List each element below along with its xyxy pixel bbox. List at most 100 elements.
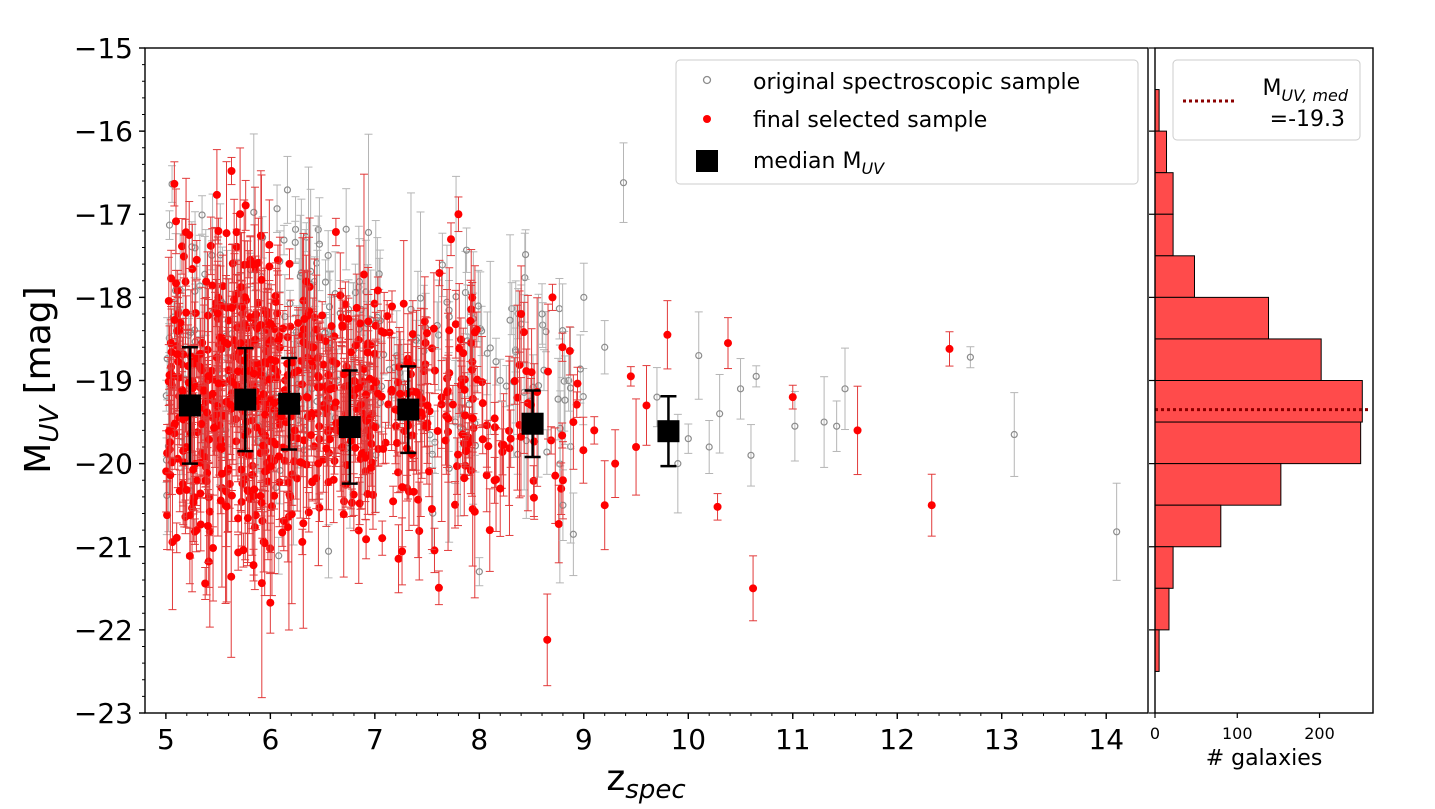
data-point-red bbox=[272, 440, 281, 449]
data-point-red bbox=[306, 431, 315, 440]
data-point-red bbox=[380, 328, 389, 337]
cluster-point-red bbox=[302, 286, 311, 508]
cluster-point-red bbox=[412, 309, 421, 475]
data-point-red bbox=[251, 511, 260, 520]
cluster-point-red bbox=[331, 337, 340, 468]
cluster-point-red bbox=[178, 218, 187, 275]
data-point-red bbox=[208, 281, 217, 290]
data-point-red bbox=[398, 547, 407, 556]
cluster-point-red bbox=[354, 359, 363, 416]
cluster-point-red bbox=[505, 360, 514, 536]
data-point-red bbox=[309, 343, 318, 352]
data-point-red bbox=[250, 485, 259, 494]
data-point-red bbox=[422, 329, 431, 338]
data-point-red bbox=[285, 259, 294, 268]
data-point-red bbox=[224, 464, 233, 473]
cluster-point-red bbox=[266, 343, 275, 376]
data-point-red bbox=[260, 539, 269, 548]
data-point-red bbox=[554, 520, 563, 529]
cluster-point-red bbox=[352, 273, 361, 343]
data-point-red bbox=[283, 370, 292, 379]
cluster-point-gray bbox=[324, 524, 333, 579]
data-point-red bbox=[338, 321, 347, 330]
cluster-point-red bbox=[484, 419, 493, 473]
data-point-gray bbox=[539, 321, 547, 329]
cluster-point-red bbox=[294, 307, 303, 339]
data-point-gray bbox=[521, 250, 530, 259]
cluster-point-red bbox=[357, 397, 366, 510]
data-point-red bbox=[389, 497, 398, 506]
data-point-red bbox=[467, 305, 476, 314]
cluster-point-red bbox=[170, 377, 179, 470]
data-point-red bbox=[178, 242, 187, 251]
cluster-point-red bbox=[222, 161, 231, 306]
cluster-point-red bbox=[423, 364, 432, 447]
data-point-red bbox=[425, 467, 434, 476]
data-point-red bbox=[547, 436, 556, 445]
cluster-point-red bbox=[181, 218, 190, 345]
cluster-point-red bbox=[170, 161, 179, 207]
data-point-red bbox=[240, 293, 249, 302]
data-point-red bbox=[565, 346, 574, 355]
data-point-red bbox=[173, 350, 182, 359]
data-point-red bbox=[394, 468, 403, 477]
cluster-point-red bbox=[318, 301, 327, 330]
cluster-point-gray bbox=[165, 210, 174, 240]
dense-point-clusters bbox=[162, 133, 588, 699]
data-point-red bbox=[300, 315, 309, 324]
data-point-red bbox=[395, 363, 404, 372]
data-point-red bbox=[261, 410, 270, 419]
data-point-gray bbox=[321, 278, 330, 286]
cluster-point-red bbox=[257, 174, 266, 386]
cluster-point-red bbox=[572, 391, 581, 418]
data-point-red bbox=[227, 303, 236, 312]
cluster-point-red bbox=[461, 397, 470, 434]
cluster-point-red bbox=[433, 404, 442, 458]
data-point-gray bbox=[736, 385, 745, 393]
data-point-red bbox=[558, 343, 567, 352]
data-point-red bbox=[274, 336, 283, 345]
data-point-red bbox=[192, 255, 201, 264]
data-point-red bbox=[232, 381, 241, 390]
cluster-point-red bbox=[196, 330, 205, 378]
data-point-red bbox=[478, 378, 487, 387]
data-point-red bbox=[182, 485, 191, 494]
data-point-red bbox=[203, 345, 212, 354]
data-point-red bbox=[213, 309, 222, 318]
data-point-red bbox=[227, 167, 236, 176]
data-point-red bbox=[257, 579, 266, 588]
data-point-red bbox=[222, 229, 231, 238]
data-point-red bbox=[433, 427, 442, 436]
outlier-point-gray bbox=[694, 311, 703, 400]
data-point-red bbox=[466, 316, 475, 325]
data-point-red bbox=[189, 465, 198, 474]
data-point-gray bbox=[280, 236, 288, 244]
cluster-point-gray bbox=[283, 155, 292, 224]
outlier-point-gray bbox=[820, 376, 829, 468]
cluster-point-red bbox=[164, 256, 173, 346]
data-point-red bbox=[293, 474, 302, 483]
data-point-red bbox=[259, 441, 268, 450]
data-point-red bbox=[408, 330, 417, 339]
data-point-red bbox=[351, 443, 360, 452]
cluster-point-red bbox=[213, 260, 222, 367]
cluster-point-red bbox=[460, 372, 469, 408]
data-point-red bbox=[367, 439, 376, 448]
data-point-red bbox=[403, 358, 412, 367]
cluster-point-gray bbox=[461, 250, 470, 335]
data-point-red bbox=[429, 324, 438, 333]
cluster-point-red bbox=[209, 494, 218, 602]
cluster-point-gray bbox=[492, 337, 501, 386]
cluster-point-red bbox=[182, 295, 191, 330]
data-point-red bbox=[318, 311, 327, 320]
data-point-red bbox=[214, 379, 223, 388]
data-point-red bbox=[322, 444, 331, 453]
cluster-point-red bbox=[270, 482, 279, 510]
cluster-point-red bbox=[266, 416, 275, 517]
data-point-red bbox=[248, 470, 257, 479]
cluster-point-gray bbox=[520, 232, 529, 323]
data-point-red bbox=[191, 309, 200, 318]
outlier-point-gray bbox=[619, 142, 628, 223]
data-point-red bbox=[331, 227, 340, 236]
cluster-point-red bbox=[249, 416, 258, 576]
